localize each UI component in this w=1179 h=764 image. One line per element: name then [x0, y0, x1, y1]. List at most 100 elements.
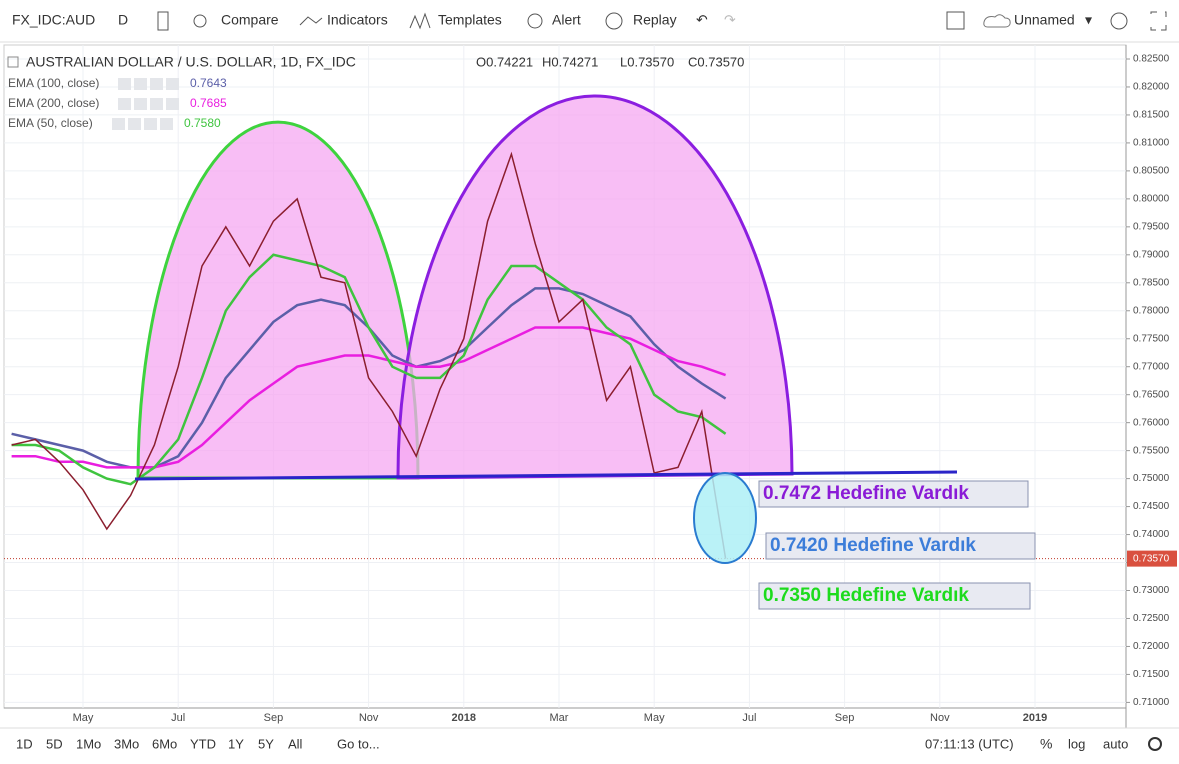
x-tick-label: May: [73, 712, 94, 724]
alert[interactable]: Alert: [552, 12, 581, 28]
symbol[interactable]: FX_IDC:AUD: [12, 12, 95, 28]
legend-button[interactable]: [166, 78, 179, 90]
undo[interactable]: ↶: [696, 12, 708, 28]
range-button[interactable]: All: [288, 736, 303, 751]
legend-value: 0.7685: [190, 96, 227, 110]
go-to[interactable]: Go to...: [337, 736, 380, 751]
breakout-ellipse: [693, 472, 757, 564]
y-tick-label: 0.75000: [1133, 473, 1170, 484]
range-button[interactable]: 1Y: [228, 736, 244, 751]
price-axis: 0.71000 0.71500 0.72000 0.72500 0.73000 0.735…: [73, 54, 1177, 724]
y-tick-label: 0.82000: [1133, 82, 1170, 93]
legend-button[interactable]: [166, 98, 179, 110]
x-tick-label: Mar: [550, 712, 569, 724]
y-tick-label: 0.77500: [1133, 333, 1170, 344]
annotation: 0.7350 Hedefine Vardık: [763, 585, 969, 606]
y-tick-label: 0.80500: [1133, 166, 1170, 177]
legend: EMA (100, close) 0.7643 EMA (200, close) 0.…: [8, 76, 227, 130]
range-button[interactable]: 5Y: [258, 736, 274, 751]
neckline: [134, 470, 958, 481]
last-price-badge: [1127, 550, 1177, 567]
range-button[interactable]: 6Mo: [152, 736, 177, 751]
replay-icon: [605, 12, 623, 30]
compare-icon: [193, 14, 207, 28]
legend-name: EMA (50, close): [8, 116, 93, 130]
lines: [4, 151, 1126, 560]
x-tick-label: Nov: [359, 712, 379, 724]
annotation-box: [758, 480, 1029, 508]
range-button[interactable]: 3Mo: [114, 736, 139, 751]
y-tick-label: 0.81000: [1133, 138, 1170, 149]
range-button[interactable]: 5D: [46, 736, 63, 751]
legend-name: EMA (200, close): [8, 96, 99, 110]
annotation-box: [758, 582, 1031, 610]
chart-title: AUSTRALIAN DOLLAR / U.S. DOLLAR, 1D, FX_…: [26, 54, 356, 70]
layout-name[interactable]: Unnamed: [1014, 12, 1075, 28]
compare[interactable]: Compare: [221, 12, 279, 28]
auto-toggle[interactable]: auto: [1103, 736, 1128, 751]
alert-icon: [527, 13, 543, 29]
y-tick-label: 0.74500: [1133, 501, 1170, 512]
log-toggle[interactable]: log: [1068, 736, 1085, 751]
legend-button[interactable]: [144, 118, 157, 130]
legend-button[interactable]: [112, 118, 125, 130]
percent-toggle[interactable]: %: [1040, 736, 1052, 752]
y-tick-label: 0.77000: [1133, 361, 1170, 372]
close: C0.73570: [688, 54, 744, 69]
high: H0.74271: [542, 54, 598, 69]
expand-icon[interactable]: [1150, 11, 1167, 31]
redo[interactable]: ↷: [724, 12, 736, 28]
annotation-box: [765, 532, 1036, 560]
y-tick-label: 0.81500: [1133, 110, 1170, 121]
collapse-toggle[interactable]: [7, 56, 19, 68]
layout-menu[interactable]: ▾: [1085, 12, 1092, 28]
y-tick-label: 0.71000: [1133, 697, 1170, 708]
settings-icon[interactable]: [1110, 12, 1128, 30]
range-buttons: 1D 5D 1Mo 3Mo 6Mo YTD 1Y 5Y All: [16, 736, 303, 751]
settings-icon[interactable]: [1148, 737, 1162, 751]
range-button[interactable]: 1Mo: [76, 736, 101, 751]
x-tick-label: Sep: [264, 712, 284, 724]
indicators[interactable]: Indicators: [327, 12, 388, 28]
ema-line: [11, 253, 727, 486]
legend-button[interactable]: [128, 118, 141, 130]
legend-value: 0.7580: [184, 116, 221, 130]
candles-icon[interactable]: [157, 11, 169, 31]
right-arc: [396, 94, 794, 480]
y-tick-label: 0.72500: [1133, 613, 1170, 624]
legend-button[interactable]: [134, 98, 147, 110]
y-tick-label: 0.71500: [1133, 669, 1170, 680]
legend-button[interactable]: [134, 78, 147, 90]
price-line: [11, 151, 727, 559]
open: O0.74221: [476, 54, 533, 69]
annotation: 0.7420 Hedefine Vardık: [770, 535, 976, 556]
replay[interactable]: Replay: [633, 12, 677, 28]
interval[interactable]: D: [118, 12, 128, 28]
clock: 07:11:13 (UTC): [925, 736, 1014, 751]
legend-button[interactable]: [118, 98, 131, 110]
ema-line: [11, 326, 727, 469]
y-tick-label: 0.75500: [1133, 445, 1170, 456]
y-tick-label: 0.76000: [1133, 417, 1170, 428]
legend-button[interactable]: [150, 78, 163, 90]
chart: 0.7472 Hedefine Vardık 0.7420 Hedefine V…: [3, 44, 1177, 728]
legend-button[interactable]: [118, 78, 131, 90]
cloud-icon: [983, 14, 1011, 28]
legend-button[interactable]: [150, 98, 163, 110]
legend-button[interactable]: [160, 118, 173, 130]
y-tick-label: 0.76500: [1133, 389, 1170, 400]
y-tick-label: 0.74000: [1133, 529, 1170, 540]
low: L0.73570: [620, 54, 674, 69]
fullscreen-box[interactable]: [946, 11, 965, 30]
left-shoulder-arc: [136, 120, 420, 480]
x-tick-label: 2019: [1023, 712, 1047, 724]
y-tick-label: 0.73000: [1133, 585, 1170, 596]
annotation: 0.7472 Hedefine Vardık: [763, 483, 969, 504]
range-button[interactable]: YTD: [190, 736, 216, 751]
templates[interactable]: Templates: [438, 12, 502, 28]
range-button[interactable]: 1D: [16, 736, 33, 751]
x-tick-label: Jul: [171, 712, 185, 724]
